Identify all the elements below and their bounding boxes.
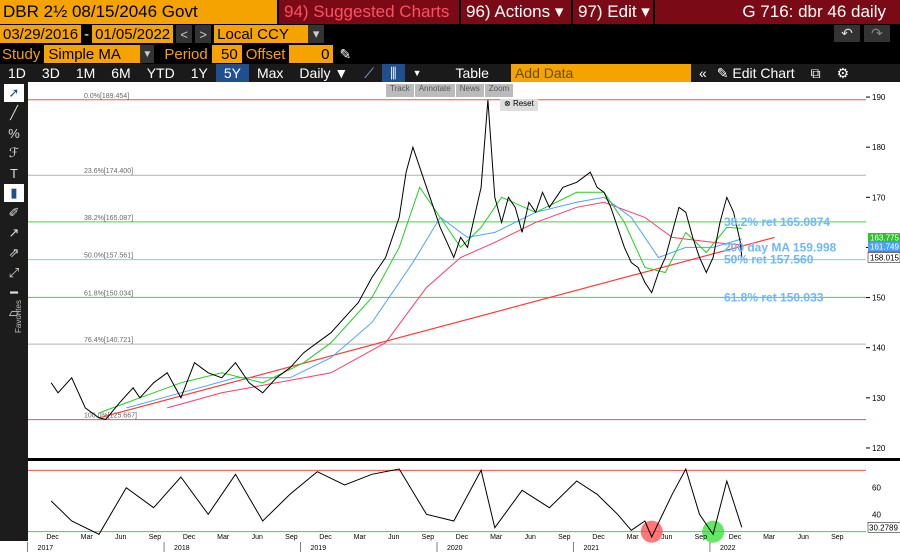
x-month-label: Sep — [422, 534, 435, 541]
x-year-label: 2022 — [720, 545, 736, 552]
x-month-label: Dec — [183, 534, 196, 541]
y-tick-label: 120 — [872, 444, 886, 453]
osc-tick-label: 40 — [872, 510, 881, 519]
fib-level-label: 50.0%[157.561] — [84, 253, 133, 260]
x-month-label: Jun — [661, 534, 672, 541]
x-month-label: Mar — [354, 534, 367, 541]
fib-level-label: 23.6%[174.400] — [84, 168, 133, 175]
reset-button[interactable]: ⊗ Reset — [500, 99, 538, 111]
x-month-label: Sep — [285, 534, 298, 541]
x-month-label: Jun — [798, 534, 809, 541]
x-month-label: Dec — [592, 534, 605, 541]
last-price-label: 158.015 — [870, 253, 899, 262]
fib-level-label: 61.8%[150.034] — [84, 290, 133, 297]
osc-tick-label: 60 — [872, 484, 881, 493]
x-month-label: Jun — [252, 534, 263, 541]
fib-level-label: 76.4%[140.721] — [84, 337, 133, 344]
x-month-label: Jun — [388, 534, 399, 541]
news-tool[interactable]: News — [456, 84, 484, 97]
x-year-label: 2018 — [174, 545, 190, 552]
y-tick-label: 170 — [872, 193, 886, 202]
x-year-label: 2020 — [447, 545, 463, 552]
x-month-label: Mar — [217, 534, 230, 541]
x-month-label: Sep — [149, 534, 162, 541]
x-month-label: Mar — [490, 534, 503, 541]
x-month-label: Sep — [831, 534, 844, 541]
x-month-label: Dec — [46, 534, 59, 541]
reset-icon: ⊗ — [504, 99, 513, 108]
x-month-label: Jun — [525, 534, 536, 541]
x-month-label: Dec — [319, 534, 332, 541]
y-tick-label: 150 — [872, 294, 886, 303]
x-month-label: Mar — [763, 534, 776, 541]
y-tick-label: 130 — [872, 394, 886, 403]
zoom-tool[interactable]: Zoom — [485, 84, 513, 97]
fib-level-label: 0.0%[189.454] — [84, 93, 129, 100]
annotation-label: 38.2% ret 165.0874 — [724, 215, 830, 229]
osc-last-label: 30.2789 — [869, 523, 898, 532]
x-month-label: Dec — [456, 534, 469, 541]
y-tick-label: 140 — [872, 344, 886, 353]
x-month-label: Sep — [558, 534, 571, 541]
x-year-label: 2017 — [38, 545, 54, 552]
fib-level-label: 38.2%[165.087] — [84, 215, 133, 222]
chart-tools: Track Annotate News Zoom — [386, 84, 514, 97]
y-tick-label: 180 — [872, 143, 886, 152]
x-year-label: 2021 — [583, 545, 599, 552]
x-month-label: Mar — [81, 534, 94, 541]
osc-highlight-circle — [641, 521, 663, 543]
annotation-label: 50% ret 157.560 — [724, 253, 814, 267]
reset-label: Reset — [513, 99, 534, 108]
x-month-label: Mar — [627, 534, 640, 541]
annotate-tool[interactable]: Annotate — [415, 84, 455, 97]
y-tick-label: 190 — [872, 93, 886, 102]
x-month-label: Sep — [695, 534, 708, 541]
x-month-label: Dec — [729, 534, 742, 541]
series-last-label: 163.775 — [870, 234, 899, 243]
oscillator-plot-area — [28, 461, 866, 541]
x-year-label: 2019 — [311, 545, 327, 552]
x-month-label: Jun — [115, 534, 126, 541]
annotation-label: 61.8% ret 150.033 — [724, 290, 824, 304]
series-last-label: 161.749 — [870, 243, 899, 252]
track-tool[interactable]: Track — [386, 84, 414, 97]
